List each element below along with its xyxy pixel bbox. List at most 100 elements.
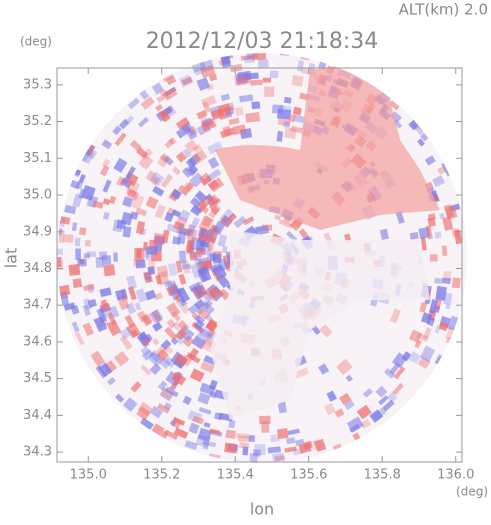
radar-cell [126,189,139,201]
y-axis-label: lat [2,248,21,269]
radar-cell [417,356,431,370]
radar-cell [102,211,110,220]
radar-cell [214,412,223,421]
radar-cell [129,139,142,152]
radar-cell [206,194,220,208]
radar-cell [159,89,168,97]
radar-cell [336,358,353,376]
x-tick-label: 135.8 [364,468,401,483]
radar-cell [186,228,198,242]
radar-cell [64,204,77,215]
radar-cell [165,386,179,398]
radar-cell [286,437,296,445]
radar-cell [175,124,192,139]
radar-cell [122,226,132,238]
radar-cell [158,109,171,123]
radar-cell [292,106,302,116]
radar-cell [287,428,300,436]
radar-cell [157,403,170,414]
radar-cell [307,62,316,71]
radar-cell [283,96,292,104]
radar-cell [119,335,133,350]
radar-cell [192,415,205,425]
radar-cell [209,391,217,399]
radar-cell [187,239,195,253]
radar-cell [251,53,267,61]
radar-cell [424,155,436,166]
radar-cell [203,422,211,428]
radar-cell [74,331,85,346]
radar-cell [392,382,404,396]
radar-cell [84,240,91,247]
radar-cell [210,287,222,298]
radar-cell [278,219,293,229]
radar-cell [86,251,97,257]
radar-cell [190,217,201,229]
radar-cell [118,118,130,130]
radar-cell [219,214,233,228]
radar-cell [283,215,292,223]
y-tick-label: 34.9 [23,224,52,239]
radar-cell [188,164,199,175]
radar-cell [210,267,223,282]
radar-cell [129,211,139,221]
radar-cell [395,210,405,224]
radar-cell [205,314,214,322]
radar-cell [217,234,228,248]
radar-cell [210,263,222,273]
radar-cell [443,292,453,305]
radar-cell [195,306,205,316]
radar-cell [168,137,177,146]
radar-cell [239,94,254,103]
radar-cell [98,362,113,378]
radar-cell [156,348,169,362]
radar-cell [429,299,438,314]
radar-cell [93,315,108,333]
radar-cell [136,248,142,259]
radar-cell [71,222,78,232]
radar-cell [185,128,198,141]
radar-cell [191,149,208,165]
radar-cell [198,250,203,258]
radar-cell [135,220,146,235]
radar-cell [101,255,112,265]
radar-cell [243,55,255,64]
radar-cell [100,299,109,309]
radar-cell [195,434,211,448]
radar-cell [107,312,117,326]
radar-cell [220,93,231,102]
radar-cell [151,423,165,436]
radar-cell [163,279,173,288]
radar-cell [343,399,355,411]
radar-cell [253,449,261,457]
radar-cell [164,212,174,223]
radar-cell [83,142,96,157]
radar-cell [202,441,210,450]
radar-cell [269,70,279,79]
radar-cell [155,104,164,112]
radar-cell [177,319,190,332]
radar-cell [408,351,421,364]
radar-cell [212,220,226,235]
radar-cell [270,434,280,443]
radar-cell [181,227,193,237]
radar-cell [176,287,190,303]
radar-cell [194,314,206,325]
x-tick-label: 135.0 [70,468,107,483]
radar-cell [409,231,419,240]
radar-cell [235,106,244,116]
radar-cell [145,247,152,261]
chart-title: 2012/12/03 21:18:34 [146,29,379,54]
radar-cell [248,435,255,442]
radar-cell [172,321,182,331]
radar-cell [137,417,154,434]
radar-cell [232,124,247,136]
radar-cell [63,234,74,243]
radar-cell [369,409,384,423]
radar-cell [277,428,289,440]
radar-cell [182,395,192,406]
radar-cell [92,200,104,209]
radar-cell [356,404,372,420]
radar-cell [178,250,187,264]
radar-cell [160,339,172,351]
